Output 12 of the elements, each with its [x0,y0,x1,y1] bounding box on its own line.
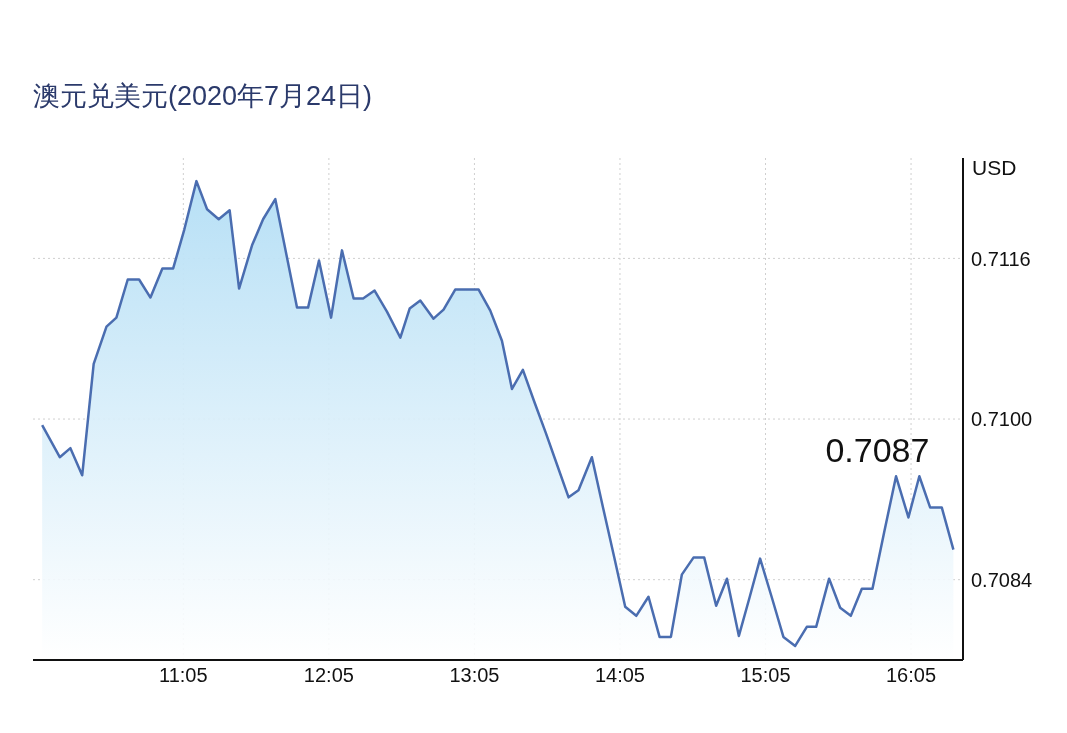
x-tick-label: 12:05 [303,664,354,687]
x-tick-label: 16:05 [886,664,937,687]
y-axis-title: USD [972,156,1017,180]
x-tick-label: 13:05 [449,664,500,687]
y-tick-label: 0.7116 [971,247,1031,270]
y-tick-label: 0.7100 [971,408,1033,431]
chart-title: 澳元兑美元(2020年7月24日) [33,80,373,113]
x-tick-label: 11:05 [159,664,208,687]
x-tick-label: 15:05 [740,664,791,687]
x-tick-label: 14:05 [594,664,645,687]
annotation: 0.7087 [825,430,930,469]
y-tick-label: 0.7084 [971,568,1033,591]
